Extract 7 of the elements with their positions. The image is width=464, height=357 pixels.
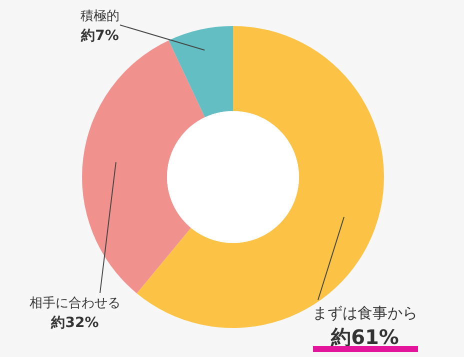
slice-label: 積極的 <box>80 9 120 24</box>
data-label: 約61% <box>330 325 399 349</box>
slice-label: 相手に合わせる <box>30 296 120 311</box>
data-label: 約7% <box>80 28 119 44</box>
donut-slice <box>168 26 233 118</box>
data-label: 約32% <box>50 315 99 331</box>
slice-label: まずは食事から <box>312 304 418 322</box>
